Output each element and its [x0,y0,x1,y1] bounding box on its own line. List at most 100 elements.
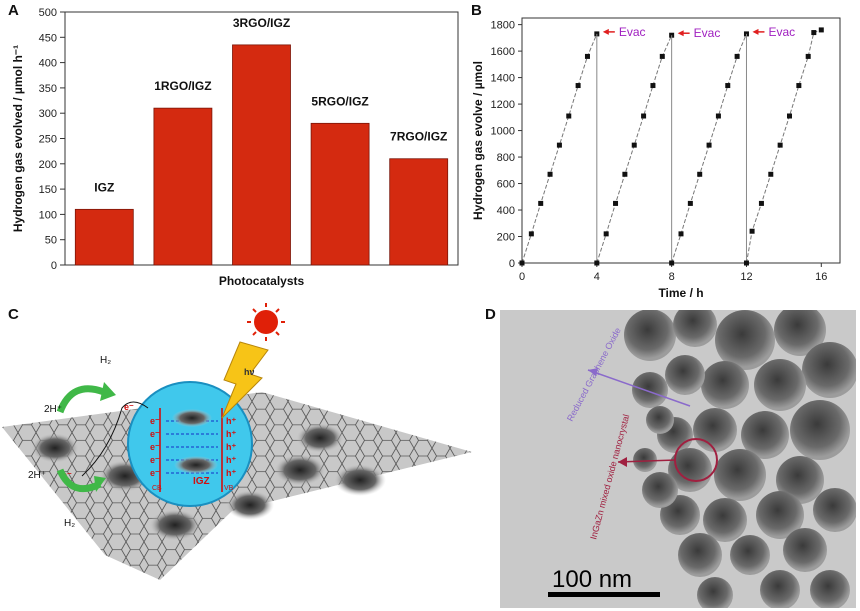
evac-label: Evac [619,25,646,39]
y-tick-label: 400 [497,205,515,217]
data-point [603,231,609,237]
evac-label: Evac [768,25,795,39]
data-point [734,53,740,59]
data-point [749,228,755,234]
data-point [777,142,783,148]
panel-letter-d: D [485,306,496,323]
bar-label: 7RGO/IGZ [390,130,447,144]
y-tick-label: 150 [39,184,57,196]
evac-arrowhead [677,30,684,37]
data-point [805,53,811,59]
y-tick-label: 250 [39,134,57,146]
evac-arrowhead [602,28,609,35]
series-line [521,33,598,264]
data-point [528,231,534,237]
bar-label: 5RGO/IGZ [311,94,368,108]
y-tick-label: 600 [497,179,515,191]
bar [310,122,370,266]
bar-label: IGZ [94,180,114,194]
photon-label: hν [244,367,255,377]
lightning-bolt-icon [221,341,269,419]
svg-text:h⁺: h⁺ [226,429,236,439]
evac-arrowhead [752,28,759,35]
evac-label: Evac [694,26,721,40]
svg-text:e⁻: e⁻ [150,416,160,426]
y-tick-label: 1800 [491,20,515,32]
y-tick-label: 800 [497,152,515,164]
data-point [547,171,553,177]
data-point [811,30,817,36]
svg-text:h⁺: h⁺ [226,416,236,426]
svg-text:h⁺: h⁺ [226,468,236,478]
curved-arrow-bottom-head [94,476,106,492]
x-tick-label: 16 [815,271,827,283]
rgo-pointer [587,369,691,407]
curved-arrow-top [56,385,106,414]
data-point [613,200,619,206]
x-tick-label: 0 [519,271,525,283]
svg-text:2H⁺: 2H⁺ [44,404,62,415]
svg-text:e⁻: e⁻ [124,402,134,412]
data-point [758,200,764,206]
data-point [519,260,525,266]
graphene-sheet [2,392,472,580]
x-tick-label: 12 [740,271,752,283]
sun-icon [247,303,285,341]
core-label: IGZ [193,476,210,487]
data-point [622,171,628,177]
y-tick-label: 400 [39,58,57,70]
x-axis-label: Time / h [658,286,703,300]
valence-band-label: VB [224,485,234,492]
svg-text:H₂: H₂ [64,518,75,529]
bar [153,107,213,266]
bar-label: 1RGO/IGZ [154,79,211,93]
nanocrystal-sphere [127,381,253,507]
data-point [818,27,824,33]
panel-letter-a: A [8,2,19,19]
svg-text:e⁻: e⁻ [150,455,160,465]
x-tick-label: 4 [594,271,600,283]
y-tick-label: 300 [39,108,57,120]
curved-arrow-top-head [100,382,116,401]
data-point [659,53,665,59]
panel-letter-c: C [8,306,19,323]
y-tick-label: 50 [45,235,57,247]
bar [232,44,291,266]
data-point [631,142,637,148]
y-axis-label: Hydrogen gas evolve / µmol [471,61,485,220]
y-tick-label: 1200 [491,99,515,111]
data-point [556,142,562,148]
time-course-chart: 0 200 400 600 800 1000 1200 1400 1600 1800 0 4 8 12 16… [471,17,841,300]
data-point [697,171,703,177]
scale-bar [548,592,660,597]
y-axis-label: Hydrogen gas evolved / µmol h⁻¹ [11,45,25,232]
data-point [786,113,792,119]
svg-text:2H⁺: 2H⁺ [28,470,46,481]
data-point [796,83,802,89]
scale-bar-label: 100 nm [552,566,632,593]
y-tick-label: 450 [39,32,57,44]
y-tick-label: 500 [39,7,57,19]
svg-text:e⁻: e⁻ [150,468,160,478]
svg-text:e⁻: e⁻ [62,470,72,480]
y-tick-label: 350 [39,83,57,95]
data-point [743,260,749,266]
data-point [584,53,590,59]
tem-micrograph: Reduced Graphene Oxide InGaZn mixed oxid… [500,310,856,608]
hole-labels: h⁺ h⁺ h⁺ h⁺ h⁺ [226,416,236,478]
svg-text:h⁺: h⁺ [226,455,236,465]
data-point [575,83,581,89]
x-tick-label: 8 [669,271,675,283]
data-point [641,113,647,119]
data-point [706,142,712,148]
reaction-labels: H₂ 2H⁺ 2H⁺ H₂ [28,355,111,529]
y-tick-label: 1400 [491,73,515,85]
data-point [650,83,656,89]
y-tick-label: 1000 [491,126,515,138]
panel-letter-b: B [471,2,482,19]
svg-text:e⁻: e⁻ [150,429,160,439]
data-point [594,260,600,266]
nanocrystal-clusters [31,423,386,541]
electron-labels: e⁻ e⁻ e⁻ e⁻ e⁻ e⁻ e⁻ [62,402,160,480]
y-tick-label: 1600 [491,46,515,58]
